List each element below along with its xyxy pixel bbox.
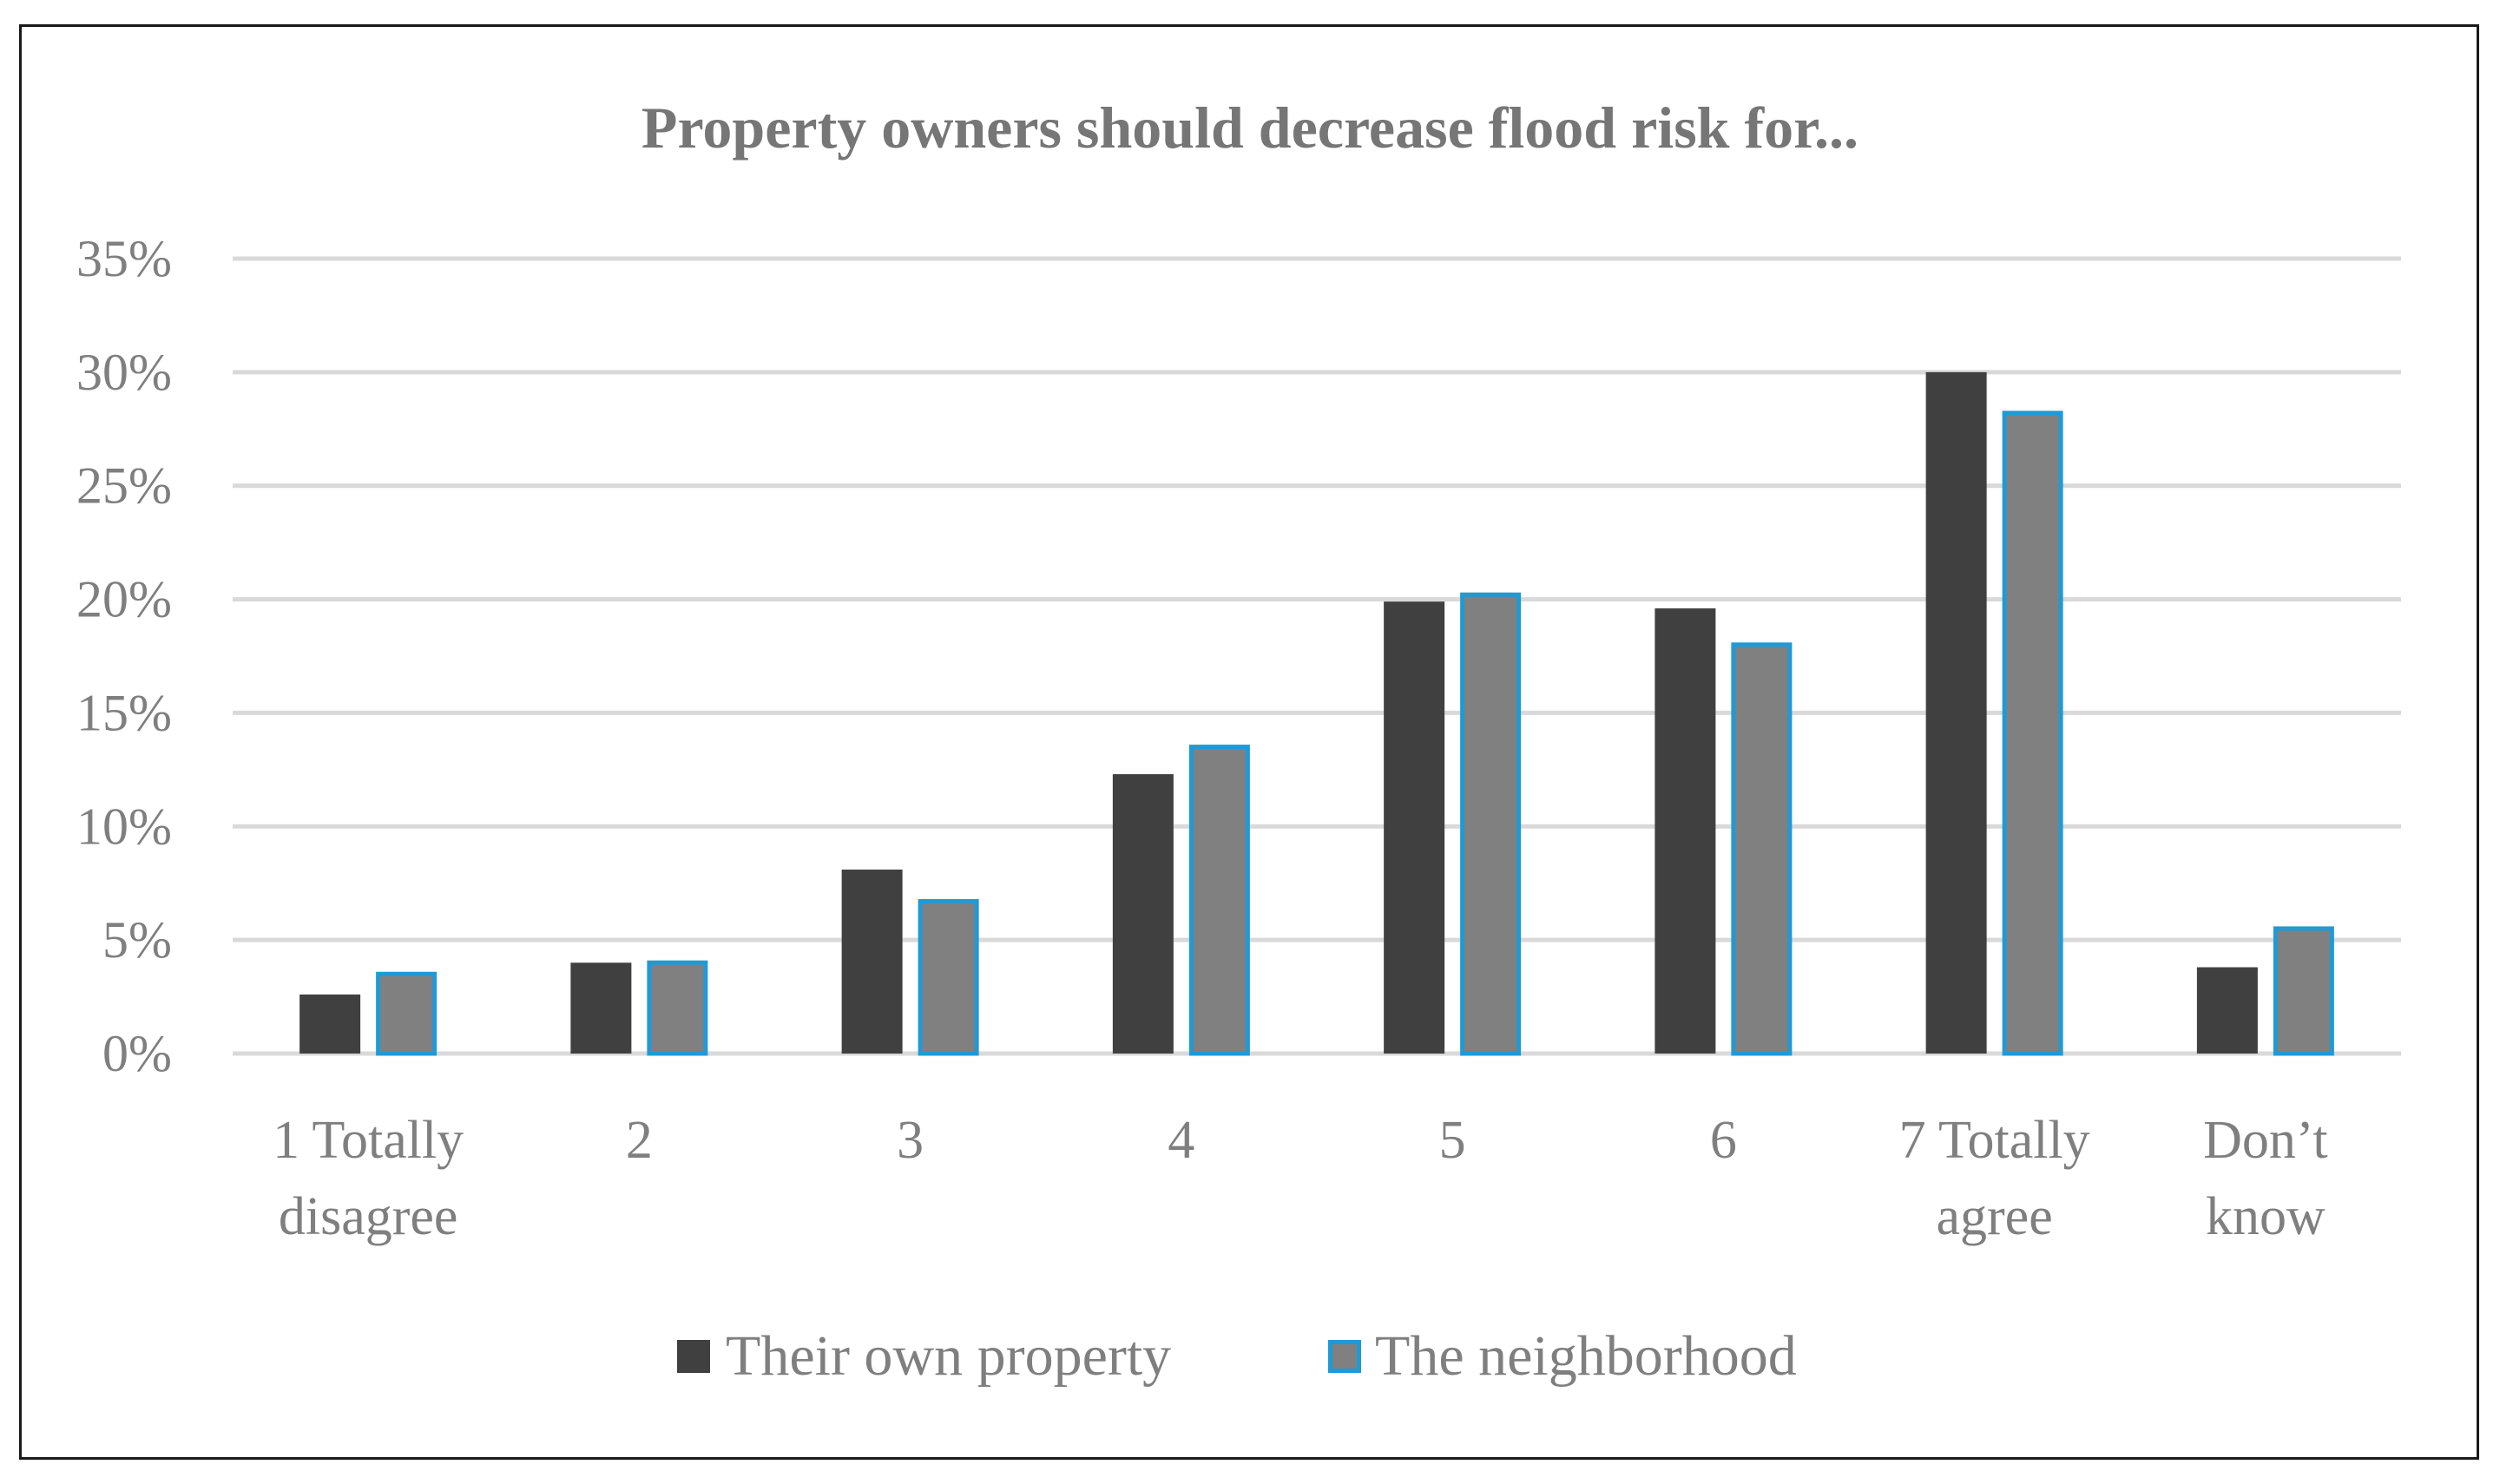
chart-title: Property owners should decrease flood ri…	[641, 95, 1859, 161]
bar-neighborhood-1	[647, 960, 708, 1056]
x-tick-label-7-1: know	[2206, 1187, 2326, 1246]
x-tick-label-6-1: agree	[1937, 1187, 2053, 1246]
bar-own-property-0	[299, 994, 361, 1054]
legend-swatch-1	[1328, 1340, 1361, 1373]
x-axis-tick-labels: 1 Totally disagree 2 3 4 5 6 7 Totally agree Don’…	[273, 1111, 2328, 1246]
x-tick-label-7-0: Don’t	[2203, 1111, 2328, 1170]
bar-neighborhood-6	[2002, 410, 2063, 1056]
bar-own-property-3	[1112, 774, 1174, 1054]
gridlines	[233, 256, 2401, 1056]
legend-label-0: Their own property	[726, 1324, 1171, 1388]
y-tick-label-30: 30%	[76, 344, 172, 401]
y-tick-label-10: 10%	[76, 798, 172, 855]
bar-own-property-7	[2196, 967, 2258, 1054]
legend-swatch-0	[677, 1340, 710, 1373]
bar-neighborhood-2	[918, 899, 979, 1056]
bar-own-property-4	[1384, 601, 1445, 1054]
x-tick-label-3-0: 4	[1168, 1111, 1194, 1170]
x-tick-label-0-0: 1 Totally	[273, 1111, 464, 1170]
x-tick-label-0-1: disagree	[279, 1187, 458, 1246]
x-tick-label-5-0: 6	[1710, 1111, 1737, 1170]
bar-neighborhood-4	[1460, 592, 1522, 1056]
y-tick-label-25: 25%	[76, 457, 172, 515]
legend-label-1: The neighborhood	[1375, 1324, 1797, 1388]
x-tick-label-2-0: 3	[897, 1111, 924, 1170]
y-tick-label-15: 15%	[76, 684, 172, 741]
bar-own-property-5	[1655, 608, 1716, 1054]
y-tick-label-20: 20%	[76, 571, 172, 628]
bar-neighborhood-5	[1731, 642, 1793, 1056]
bar-own-property-6	[1925, 371, 1987, 1054]
y-tick-label-35: 35%	[76, 230, 172, 287]
y-tick-label-0: 0%	[102, 1025, 172, 1082]
bar-neighborhood-3	[1188, 745, 1250, 1056]
bars	[299, 371, 2334, 1056]
x-tick-label-6-0: 7 Totally	[1899, 1111, 2090, 1170]
bar-neighborhood-0	[376, 971, 438, 1056]
y-axis-tick-labels: 0% 5% 10% 15% 20% 25% 30% 35%	[76, 230, 172, 1082]
bar-own-property-2	[841, 870, 903, 1054]
x-tick-label-4-0: 5	[1439, 1111, 1466, 1170]
chart-frame	[19, 24, 2479, 1460]
bar-own-property-1	[570, 962, 632, 1054]
legend: Their own property The neighborhood	[677, 1324, 1797, 1388]
x-tick-label-1-0: 2	[626, 1111, 653, 1170]
bar-neighborhood-7	[2273, 926, 2334, 1056]
y-tick-label-5: 5%	[102, 911, 172, 969]
